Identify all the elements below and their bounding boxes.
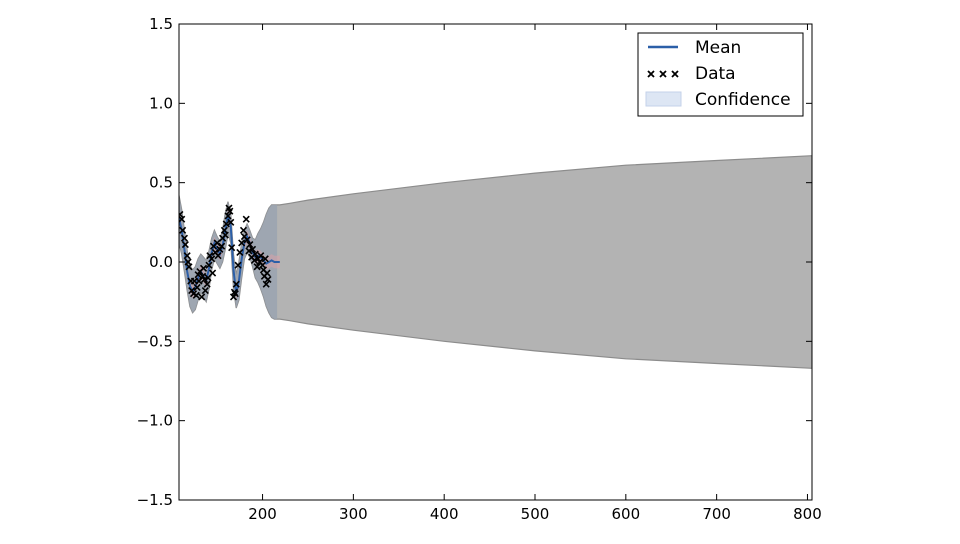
x-tick-label: 800 bbox=[793, 505, 822, 523]
data-point bbox=[232, 280, 240, 288]
data-point bbox=[180, 234, 189, 242]
data-point bbox=[181, 240, 189, 249]
data-point bbox=[198, 293, 206, 301]
data-point bbox=[218, 242, 226, 250]
y-tick-label: 0.5 bbox=[149, 174, 173, 192]
data-point bbox=[245, 247, 253, 255]
data-point bbox=[261, 255, 269, 263]
data-point bbox=[201, 286, 209, 295]
data-point bbox=[251, 250, 259, 258]
legend-data-swatch bbox=[647, 70, 679, 78]
data-point bbox=[222, 220, 230, 228]
data-point bbox=[221, 231, 229, 239]
data-point bbox=[236, 248, 244, 257]
data-point bbox=[199, 264, 208, 272]
data-point bbox=[205, 261, 213, 269]
data-point bbox=[246, 240, 254, 249]
y-tick-label: −0.5 bbox=[137, 332, 173, 350]
legend-data-marker bbox=[671, 70, 679, 78]
data-point bbox=[185, 263, 193, 271]
x-tick-label: 200 bbox=[248, 505, 277, 523]
legend-confidence-label: Confidence bbox=[695, 90, 791, 110]
y-tick-label: −1.0 bbox=[137, 412, 173, 430]
data-point bbox=[234, 261, 242, 269]
data-point bbox=[239, 226, 248, 234]
y-tick-label: −1.5 bbox=[137, 491, 173, 509]
data-point bbox=[183, 252, 191, 260]
legend-confidence-swatch bbox=[645, 91, 682, 107]
legend-mean-label: Mean bbox=[695, 38, 741, 58]
data-point bbox=[179, 210, 184, 218]
data-point bbox=[224, 212, 232, 220]
data-point bbox=[213, 239, 221, 247]
data-point bbox=[227, 218, 235, 226]
data-point bbox=[250, 256, 258, 264]
data-point bbox=[200, 275, 208, 284]
data-point bbox=[262, 280, 270, 288]
legend: Mean Data Confidence bbox=[637, 32, 804, 117]
data-point bbox=[243, 236, 251, 244]
data-point bbox=[238, 239, 246, 247]
x-axis-ticks: 200 300 400 500 600 700 800 bbox=[248, 24, 822, 523]
data-point bbox=[192, 291, 200, 299]
x-tick-label: 500 bbox=[521, 505, 550, 523]
x-tick-label: 400 bbox=[430, 505, 459, 523]
legend-data-marker bbox=[659, 70, 667, 78]
y-tick-label: 0.0 bbox=[149, 253, 173, 271]
y-tick-label: 1.5 bbox=[149, 15, 173, 33]
data-point bbox=[208, 255, 216, 263]
data-point bbox=[193, 283, 201, 291]
data-point bbox=[203, 280, 211, 288]
data-point bbox=[228, 244, 236, 252]
data-point bbox=[226, 207, 234, 215]
plot-frame bbox=[178, 23, 813, 501]
data-point bbox=[179, 226, 187, 234]
data-point bbox=[179, 215, 186, 223]
x-tick-label: 600 bbox=[612, 505, 641, 523]
data-point bbox=[242, 215, 250, 223]
data-point bbox=[264, 275, 272, 284]
data-point bbox=[231, 290, 239, 298]
data-point bbox=[263, 269, 271, 277]
y-tick-label: 1.0 bbox=[149, 94, 173, 112]
data-point bbox=[248, 245, 257, 253]
data-point bbox=[257, 252, 265, 260]
legend-data-label: Data bbox=[695, 64, 736, 84]
data-points-layer bbox=[179, 204, 272, 301]
data-point bbox=[214, 252, 222, 260]
x-tick-label: 300 bbox=[339, 505, 368, 523]
data-point bbox=[253, 263, 261, 271]
legend-data-marker bbox=[647, 70, 655, 78]
data-point bbox=[209, 269, 217, 277]
x-tick-label: 700 bbox=[702, 505, 731, 523]
